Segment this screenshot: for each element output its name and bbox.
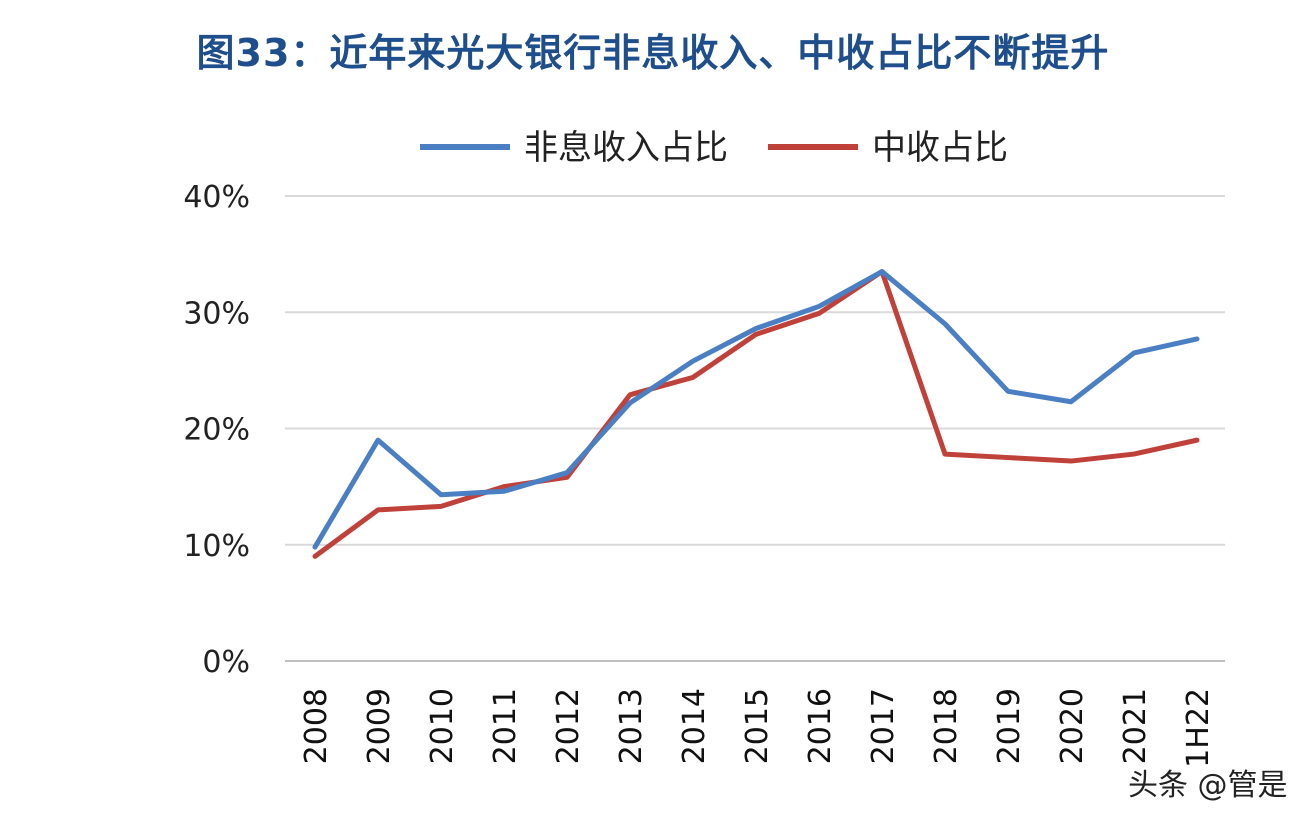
- x-tick-label: 2014: [677, 688, 712, 764]
- x-tick-label: 2008: [299, 688, 334, 764]
- x-tick-label: 2019: [992, 688, 1027, 764]
- series-line: [312, 269, 1200, 559]
- y-tick-label: 0%: [202, 645, 250, 680]
- watermark-text: 头条 @管是: [1128, 768, 1288, 803]
- y-tick-label: 10%: [183, 529, 250, 564]
- x-tick-label: 2018: [929, 688, 964, 764]
- y-tick-label: 30%: [183, 296, 250, 331]
- x-tick-label: 2020: [1055, 688, 1090, 764]
- legend-label: 非息收入占比: [524, 128, 728, 168]
- y-axis-ticks: 0% 10% 20% 30% 40%: [183, 180, 250, 680]
- x-tick-label: 2012: [551, 688, 586, 764]
- chart-title: 图33：近年来光大银行非息收入、中收占比不断提升: [196, 31, 1110, 75]
- y-tick-label: 40%: [183, 180, 250, 215]
- x-tick-label: 2010: [425, 688, 460, 764]
- grid-lines: [285, 195, 1225, 662]
- x-tick-label: 2011: [488, 688, 523, 764]
- legend-label: 中收占比: [872, 128, 1008, 168]
- x-tick-label: 2015: [740, 688, 775, 764]
- series-line: [312, 269, 1200, 550]
- x-tick-label: 2009: [362, 688, 397, 764]
- x-tick-label: 1H22: [1181, 688, 1216, 768]
- x-tick-label: 2016: [803, 688, 838, 764]
- x-tick-label: 2013: [614, 688, 649, 764]
- legend: 非息收入占比 中收占比: [420, 128, 1008, 168]
- x-axis-ticks: 2008 2009 2010 2011 2012 2013 2014 2015 2016 2017…: [299, 688, 1216, 768]
- x-tick-label: 2021: [1118, 688, 1153, 764]
- x-tick-label: 2017: [866, 688, 901, 764]
- y-tick-label: 20%: [183, 413, 250, 448]
- series-lines: [312, 269, 1200, 559]
